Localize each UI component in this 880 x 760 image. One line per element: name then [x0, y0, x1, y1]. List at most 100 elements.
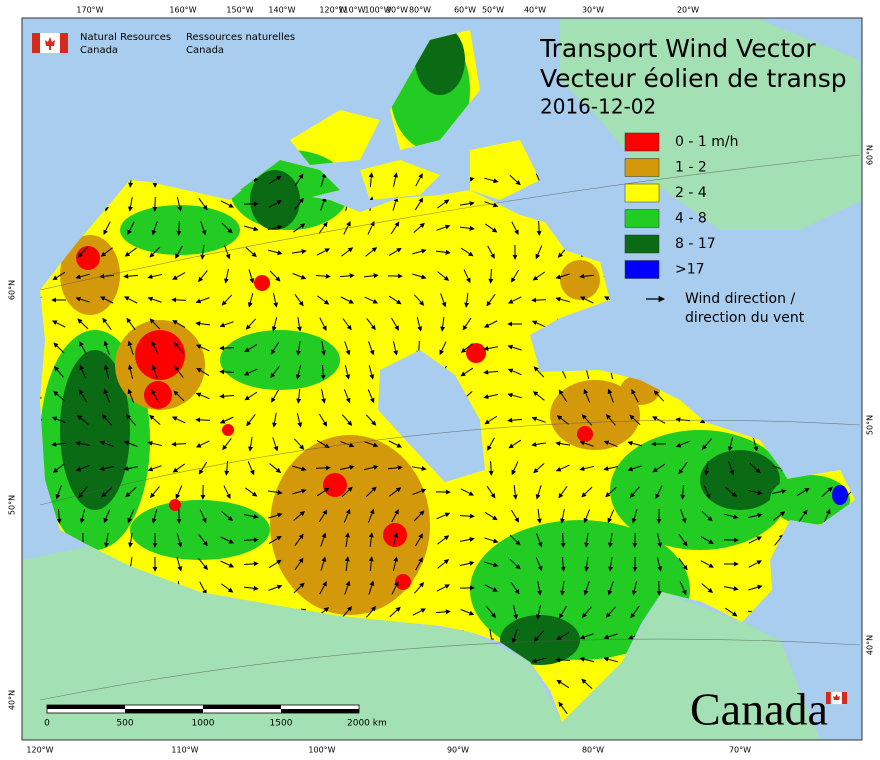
wind-arrow — [460, 367, 474, 377]
speed-zone — [250, 170, 300, 230]
wind-arrow — [124, 296, 138, 304]
legend-swatch — [624, 234, 660, 254]
wind-arrow — [294, 197, 304, 210]
scale-bar — [46, 704, 360, 714]
wind-arrow — [507, 392, 522, 399]
wind-arrow — [435, 249, 451, 255]
wind-arrow — [607, 388, 614, 403]
wind-arrow — [152, 196, 158, 212]
wind-arrow — [224, 245, 231, 260]
agency-fr: Canada — [186, 45, 224, 56]
wind-arrow — [344, 580, 351, 595]
wind-arrow — [268, 536, 282, 544]
wind-arrow — [584, 556, 590, 572]
speed-zone — [169, 499, 181, 511]
wind-arrow — [388, 440, 403, 448]
wind-arrow — [796, 487, 810, 497]
wind-arrow — [75, 296, 90, 303]
wind-arrow — [295, 365, 302, 380]
wind-arrow — [171, 416, 186, 424]
wind-arrow — [368, 365, 375, 380]
wind-arrow — [387, 465, 403, 471]
wind-arrow — [440, 293, 447, 308]
speed-zone — [550, 380, 640, 450]
wind-arrow — [103, 364, 110, 379]
wind-arrow — [316, 487, 330, 497]
graticule-label: 30°W — [582, 6, 604, 15]
wind-arrow — [513, 605, 519, 620]
wind-arrow — [367, 389, 375, 404]
wind-legend-label: Wind direction / — [685, 291, 795, 307]
speed-zone — [254, 275, 270, 291]
wind-arrow — [320, 341, 326, 356]
wind-arrow — [581, 606, 592, 618]
wind-arrow — [392, 532, 399, 547]
wind-arrow — [223, 269, 229, 284]
wind-arrow — [533, 462, 545, 474]
title-block: Transport Wind Vector Vecteur éolien de … — [539, 34, 847, 93]
wind-arrow — [414, 582, 425, 594]
wind-arrow — [579, 296, 594, 304]
wind-arrow — [320, 532, 327, 547]
wind-arrow — [393, 172, 399, 187]
wind-arrow — [412, 608, 426, 616]
wind-arrow — [656, 533, 663, 548]
wind-arrow — [315, 465, 331, 471]
graticule-label: 110°W — [338, 6, 365, 15]
wind-arrow — [294, 533, 304, 546]
wind-arrow — [123, 440, 138, 447]
wind-arrow — [484, 584, 498, 592]
wind-arrow — [392, 556, 399, 571]
wind-arrow — [655, 485, 663, 500]
wind-arrow — [318, 413, 328, 427]
wind-arrow — [701, 510, 713, 522]
wind-arrow — [220, 536, 235, 544]
wind-arrow — [101, 486, 113, 498]
wind-arrow — [532, 271, 546, 281]
wind-arrow — [603, 440, 618, 448]
wind-arrow — [724, 607, 738, 617]
graticule-label: 120°W — [26, 746, 53, 755]
wind-arrow — [608, 556, 614, 572]
wind-arrow — [219, 369, 235, 375]
wind-arrow — [484, 537, 499, 544]
wind-arrow — [127, 221, 135, 235]
legend-swatch — [624, 132, 660, 152]
wind-arrow — [196, 368, 210, 376]
agency-flag — [32, 33, 68, 53]
wind-arrow — [296, 388, 302, 404]
wind-arrow — [366, 606, 377, 618]
wind-arrow — [772, 488, 787, 494]
wind-arrow — [243, 537, 259, 543]
wind-arrow — [560, 532, 566, 548]
wind-arrow — [536, 533, 543, 548]
legend-label: 8 - 17 — [675, 236, 716, 252]
wind-arrow — [246, 414, 256, 427]
wind-arrow — [700, 560, 714, 568]
wind-arrow — [268, 200, 282, 208]
wind-arrow — [415, 173, 423, 187]
wind-arrow — [460, 488, 474, 496]
wind-arrow — [603, 466, 618, 471]
wind-arrow — [244, 225, 259, 232]
agency-en: Natural Resources — [80, 32, 171, 43]
wind-arrow — [579, 633, 594, 640]
wind-arrow — [724, 513, 739, 520]
wind-arrow — [510, 581, 520, 595]
wind-arrow — [344, 365, 351, 380]
wind-arrow — [412, 488, 427, 496]
wind-arrow — [583, 581, 590, 596]
wind-arrow — [391, 317, 399, 331]
wind-arrow — [195, 297, 210, 304]
graticule-label: 100°W — [364, 6, 391, 15]
wind-arrow — [340, 296, 355, 304]
wind-arrow — [509, 174, 521, 186]
wind-legend: Wind direction / direction du vent — [646, 291, 805, 326]
wind-arrow — [511, 221, 519, 235]
wind-arrow — [675, 440, 690, 448]
wind-arrow — [195, 417, 211, 423]
wind-arrow — [268, 175, 282, 185]
wind-arrow — [219, 416, 234, 424]
wind-arrow — [150, 486, 160, 499]
wind-arrow — [101, 414, 112, 426]
